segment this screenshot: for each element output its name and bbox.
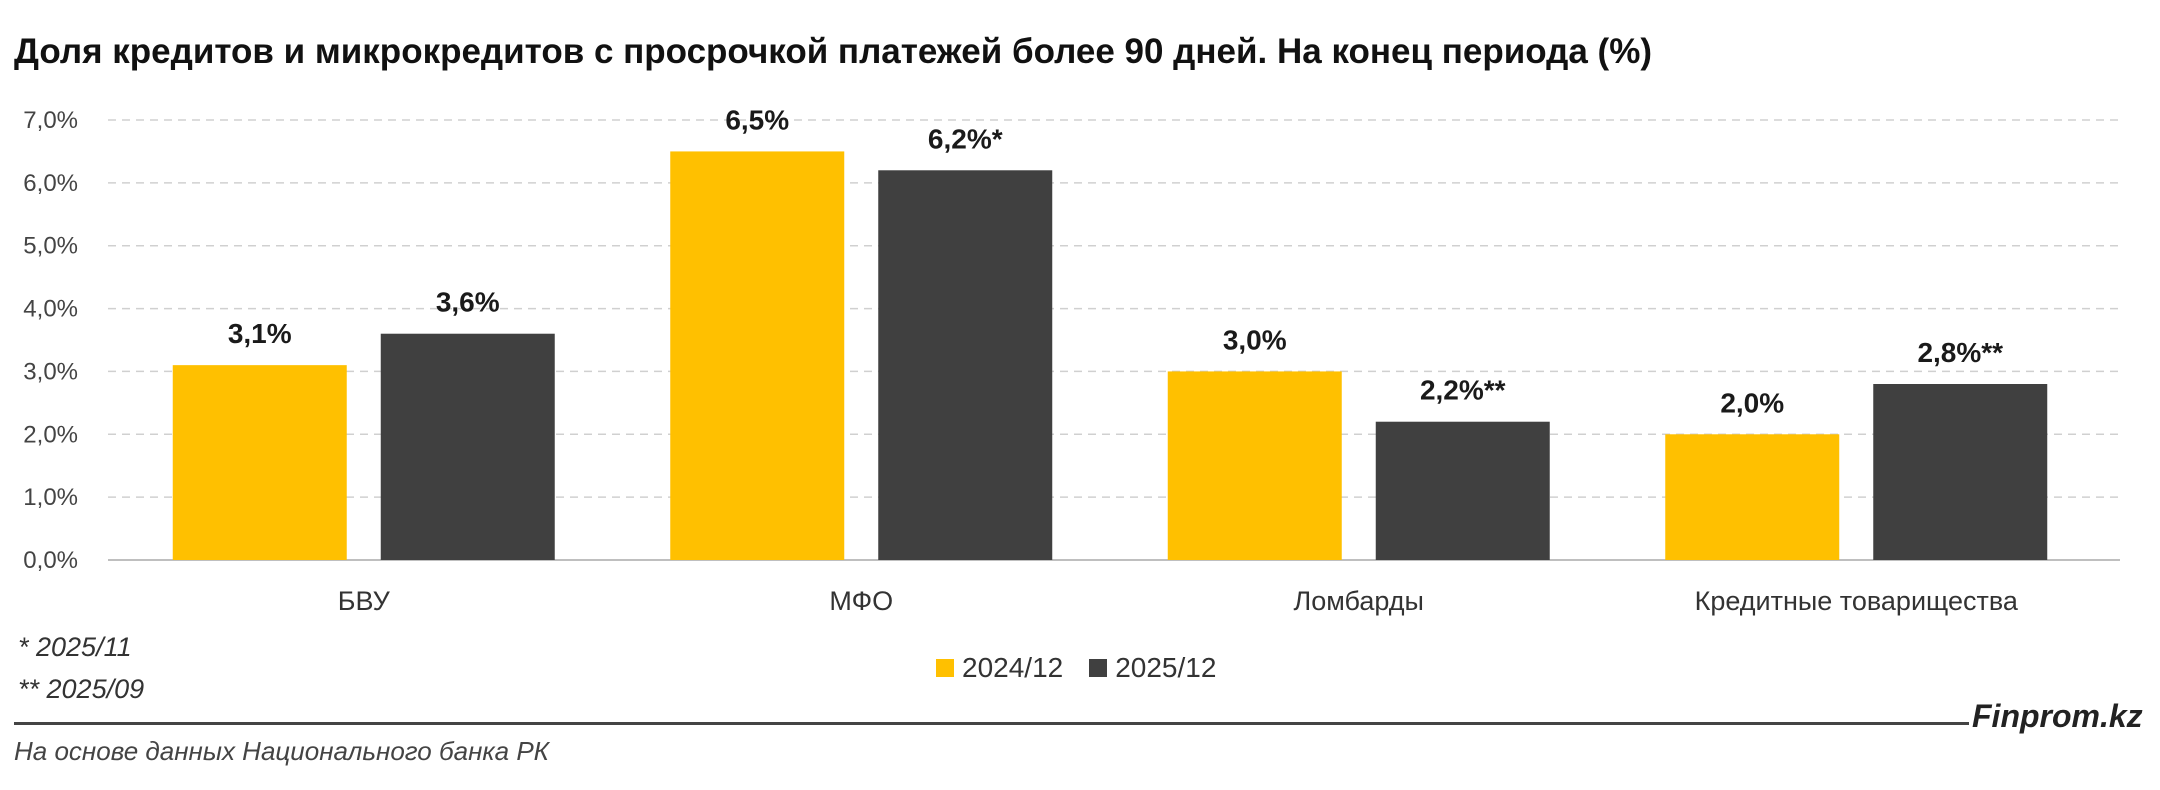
legend: 2024/12 2025/12 xyxy=(936,652,1242,684)
x-axis: БВУ МФО Ломбарды Кредитные товарищества xyxy=(338,586,2019,616)
y-tick-label: 2,0% xyxy=(23,421,78,448)
data-label: 6,5% xyxy=(725,104,789,135)
legend-label-2025: 2025/12 xyxy=(1115,652,1217,683)
bar-2024-12-3 xyxy=(1665,434,1840,560)
data-labels: 3,1% 3,6% 6,5% 6,2%* 3,0% 2,2%** 2,0% 2,8%** xyxy=(228,104,2003,418)
bar-2024-12-2 xyxy=(1167,371,1342,560)
y-tick-label: 1,0% xyxy=(23,484,78,511)
bar-2025-12-1 xyxy=(878,170,1053,561)
footnote-2: ** 2025/09 xyxy=(18,674,145,704)
category-label: Ломбарды xyxy=(1294,586,1424,616)
data-label: 2,0% xyxy=(1720,387,1784,418)
legend-label-2024: 2024/12 xyxy=(962,652,1064,683)
y-tick-label: 4,0% xyxy=(23,296,78,323)
data-label: 3,0% xyxy=(1223,324,1287,355)
bar-2025-12-0 xyxy=(380,333,555,560)
data-label: 3,1% xyxy=(228,318,292,349)
data-label: 2,2%** xyxy=(1420,375,1506,406)
source-note: На основе данных Национального банка РК xyxy=(14,736,550,766)
legend-item-2024: 2024/12 xyxy=(936,652,1063,684)
bar-2025-12-3 xyxy=(1873,384,2048,560)
footnote-1: * 2025/11 xyxy=(18,632,132,662)
brand-logo: Finprom.kz xyxy=(1972,698,2143,734)
bars xyxy=(172,151,2048,561)
bar-chart: 0,0% 1,0% 2,0% 3,0% 4,0% 5,0% 6,0% 7,0% 3,1% 3,6… xyxy=(23,104,2120,616)
category-label: МФО xyxy=(829,586,893,616)
footer-divider xyxy=(14,722,1969,725)
y-tick-label: 6,0% xyxy=(23,170,78,197)
legend-item-2025: 2025/12 xyxy=(1089,652,1216,684)
category-label: БВУ xyxy=(338,586,391,616)
y-tick-label: 0,0% xyxy=(23,547,78,574)
chart-title: Доля кредитов и микрокредитов с просрочк… xyxy=(14,32,1652,71)
category-label: Кредитные товарищества xyxy=(1695,586,2019,616)
y-axis: 0,0% 1,0% 2,0% 3,0% 4,0% 5,0% 6,0% 7,0% xyxy=(23,107,78,574)
data-label: 6,2%* xyxy=(928,123,1003,154)
legend-swatch-2024 xyxy=(936,659,954,677)
legend-swatch-2025 xyxy=(1089,659,1108,677)
y-tick-label: 3,0% xyxy=(23,358,78,385)
y-tick-label: 7,0% xyxy=(23,107,78,134)
data-label: 3,6% xyxy=(436,287,500,318)
data-label: 2,8%** xyxy=(1917,337,2003,368)
y-tick-label: 5,0% xyxy=(23,233,78,260)
bar-2024-12-0 xyxy=(172,365,347,560)
bar-2024-12-1 xyxy=(670,151,845,560)
bar-2025-12-2 xyxy=(1375,421,1550,560)
